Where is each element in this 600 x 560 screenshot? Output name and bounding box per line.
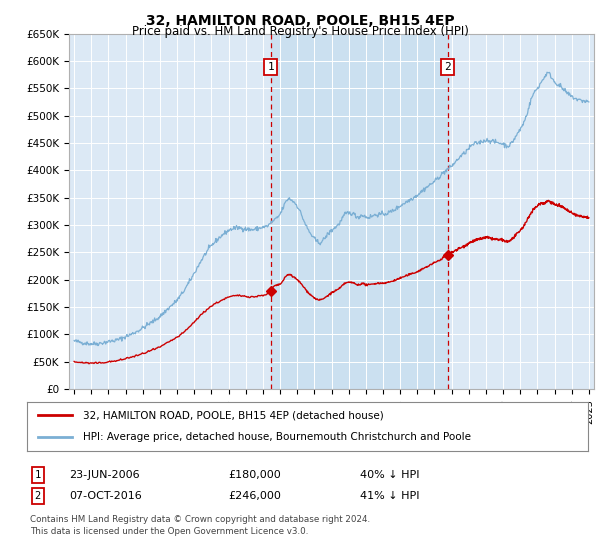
Text: £180,000: £180,000 <box>228 470 281 480</box>
Text: Contains HM Land Registry data © Crown copyright and database right 2024.: Contains HM Land Registry data © Crown c… <box>30 515 370 524</box>
Bar <box>271 34 448 389</box>
Text: This data is licensed under the Open Government Licence v3.0.: This data is licensed under the Open Gov… <box>30 528 308 536</box>
Text: £246,000: £246,000 <box>228 491 281 501</box>
Text: 41% ↓ HPI: 41% ↓ HPI <box>360 491 419 501</box>
Text: 07-OCT-2016: 07-OCT-2016 <box>69 491 142 501</box>
Text: 40% ↓ HPI: 40% ↓ HPI <box>360 470 419 480</box>
Text: 1: 1 <box>268 62 274 72</box>
Text: 32, HAMILTON ROAD, POOLE, BH15 4EP: 32, HAMILTON ROAD, POOLE, BH15 4EP <box>146 14 454 28</box>
Text: 32, HAMILTON ROAD, POOLE, BH15 4EP (detached house): 32, HAMILTON ROAD, POOLE, BH15 4EP (deta… <box>83 410 384 421</box>
Text: 1: 1 <box>35 470 41 480</box>
Text: 2: 2 <box>35 491 41 501</box>
Text: Price paid vs. HM Land Registry's House Price Index (HPI): Price paid vs. HM Land Registry's House … <box>131 25 469 38</box>
Text: HPI: Average price, detached house, Bournemouth Christchurch and Poole: HPI: Average price, detached house, Bour… <box>83 432 471 442</box>
Text: 23-JUN-2006: 23-JUN-2006 <box>69 470 140 480</box>
Text: 2: 2 <box>444 62 451 72</box>
